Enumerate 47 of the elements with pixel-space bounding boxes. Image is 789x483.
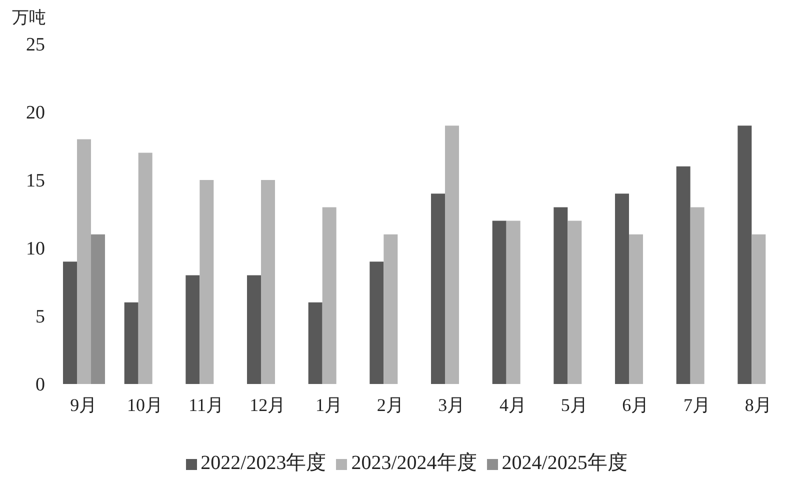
bar <box>138 152 152 384</box>
x-tick-label: 9月 <box>70 394 98 415</box>
bar <box>124 302 138 384</box>
bar <box>370 262 384 384</box>
bar <box>322 207 336 384</box>
y-tick-label: 15 <box>26 170 45 192</box>
bar <box>186 275 200 384</box>
bar <box>738 126 752 384</box>
y-tick-label: 0 <box>36 374 45 396</box>
x-tick-label: 2月 <box>376 394 404 415</box>
x-tick-label: 11月 <box>188 394 224 415</box>
bar <box>676 166 690 384</box>
y-tick-label: 25 <box>26 34 45 56</box>
bar <box>77 139 91 384</box>
bar <box>752 234 766 384</box>
bar <box>629 234 643 384</box>
x-tick-label: 10月 <box>127 394 163 415</box>
bar <box>431 194 445 384</box>
bar <box>615 194 629 384</box>
bar <box>506 220 520 384</box>
bar <box>492 220 506 384</box>
legend-label: 2023/2024年度 <box>351 452 477 474</box>
bar <box>247 275 261 384</box>
legend-label: 2024/2025年度 <box>502 452 628 474</box>
x-tick-label: 3月 <box>438 394 466 415</box>
x-tick-label: 5月 <box>560 394 588 415</box>
y-tick-label: 10 <box>26 238 45 260</box>
bar <box>445 126 459 384</box>
bar <box>63 262 77 384</box>
bar <box>261 180 275 384</box>
bar <box>200 180 214 384</box>
x-tick-label: 1月 <box>316 394 342 415</box>
bar <box>308 302 322 384</box>
bar <box>554 207 568 384</box>
bar <box>690 207 704 384</box>
y-tick-label: 5 <box>36 306 45 328</box>
legend-label: 2022/2023年度 <box>200 452 326 474</box>
y-axis-title: 万吨 <box>12 7 46 29</box>
bar <box>91 234 105 384</box>
bar <box>384 234 398 384</box>
x-tick-label: 6月 <box>622 394 650 415</box>
x-tick-label: 12月 <box>250 394 286 415</box>
bar <box>568 220 582 384</box>
x-tick-label: 8月 <box>744 394 772 415</box>
x-tick-label: 7月 <box>684 394 710 415</box>
x-tick-label: 4月 <box>500 394 526 415</box>
y-tick-label: 20 <box>26 102 45 124</box>
